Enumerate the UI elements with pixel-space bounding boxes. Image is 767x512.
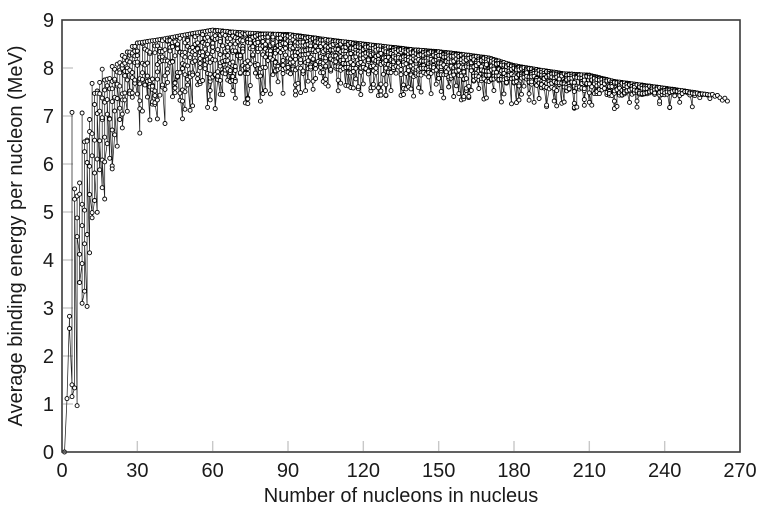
data-series bbox=[62, 27, 730, 455]
x-axis-title: Number of nucleons in nucleus bbox=[264, 485, 539, 507]
x-tick-label: 120 bbox=[347, 460, 380, 482]
y-tick-label: 3 bbox=[43, 298, 54, 320]
x-tick-label: 150 bbox=[422, 460, 455, 482]
x-tick-label: 270 bbox=[723, 460, 756, 482]
x-tick-label: 210 bbox=[573, 460, 606, 482]
tick-labels: 0 30 60 90 120 150 180 210 240 270 0 1 2 3 4 5 6 7 8 9 bbox=[43, 10, 757, 482]
y-axis-title: Average binding energy per nucleon (MeV) bbox=[5, 46, 27, 427]
y-tick-label: 0 bbox=[43, 442, 54, 464]
data-markers bbox=[62, 27, 730, 455]
y-tick-label: 4 bbox=[43, 250, 54, 272]
x-tick-label: 0 bbox=[56, 460, 67, 482]
y-tick-label: 6 bbox=[43, 154, 54, 176]
x-tick-label: 90 bbox=[277, 460, 299, 482]
x-tick-label: 30 bbox=[126, 460, 148, 482]
y-tick-label: 5 bbox=[43, 202, 54, 224]
x-tick-label: 180 bbox=[497, 460, 530, 482]
y-tick-label: 9 bbox=[43, 10, 54, 32]
y-tick-label: 1 bbox=[43, 394, 54, 416]
x-tick-label: 240 bbox=[648, 460, 681, 482]
axis-ticks bbox=[63, 67, 666, 451]
y-tick-label: 2 bbox=[43, 346, 54, 368]
plot-frame bbox=[61, 19, 741, 453]
y-tick-label: 7 bbox=[43, 106, 54, 128]
x-tick-label: 60 bbox=[202, 460, 224, 482]
y-tick-label: 8 bbox=[43, 58, 54, 80]
